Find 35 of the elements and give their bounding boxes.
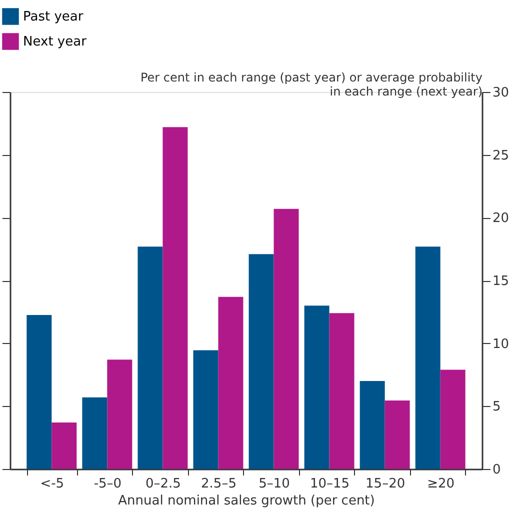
bar bbox=[360, 381, 385, 469]
bar bbox=[162, 127, 188, 469]
bar bbox=[248, 254, 274, 469]
x-tick-label: 0–2.5 bbox=[145, 476, 181, 492]
x-tick-label: <-5 bbox=[40, 476, 64, 492]
legend-label: Next year bbox=[23, 34, 88, 50]
bar bbox=[138, 246, 163, 469]
bar bbox=[26, 315, 52, 469]
bar bbox=[107, 360, 132, 469]
y-axis-title: Per cent in each range (past year) or average probability in each range (next year) bbox=[140, 70, 482, 98]
bar bbox=[384, 400, 410, 469]
y-tick-label: 30 bbox=[492, 86, 510, 100]
bar bbox=[415, 246, 440, 469]
x-tick-label: ≥20 bbox=[427, 476, 455, 492]
legend-label: Past year bbox=[23, 10, 84, 24]
y-tick-label: 15 bbox=[492, 274, 510, 289]
y-tick-label: 0 bbox=[492, 462, 501, 478]
y-tick-label: 25 bbox=[492, 148, 510, 164]
x-tick-label: 5–10 bbox=[258, 476, 290, 492]
bar bbox=[82, 397, 108, 469]
y-tick-label: 10 bbox=[492, 336, 510, 352]
y-tick-label: 20 bbox=[492, 211, 510, 226]
x-tick-label: -5–0 bbox=[94, 476, 122, 492]
x-tick-label: 15–20 bbox=[366, 476, 406, 492]
bar bbox=[440, 370, 466, 469]
bar bbox=[304, 306, 330, 469]
bar bbox=[274, 208, 299, 469]
bar bbox=[193, 350, 218, 469]
x-tick-label: 2.5–5 bbox=[201, 476, 236, 492]
y-tick-label: 5 bbox=[492, 400, 501, 415]
bar bbox=[218, 296, 244, 469]
bar bbox=[52, 422, 77, 469]
bar bbox=[329, 313, 354, 469]
x-axis-title: Annual nominal sales growth (per cent) bbox=[118, 494, 375, 508]
x-tick-label: 10–15 bbox=[310, 476, 350, 492]
